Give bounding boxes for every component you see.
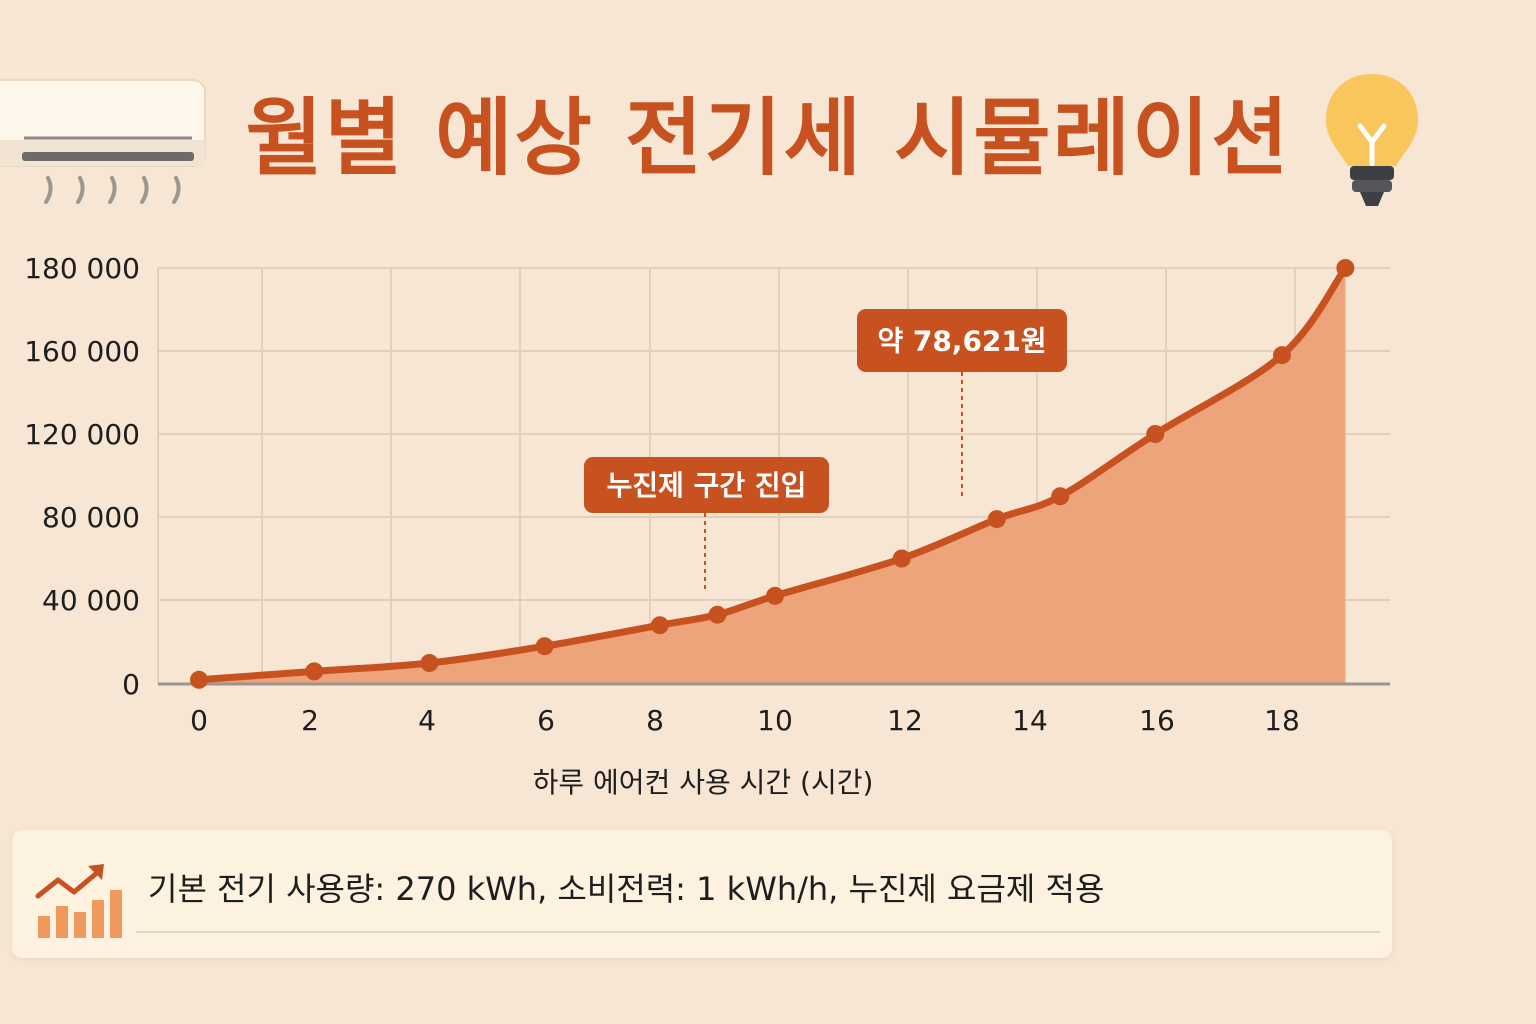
data-point bbox=[987, 510, 1006, 529]
x-axis-label: 하루 에어컨 사용 시간 (시간) bbox=[533, 766, 874, 799]
x-tick-label: 14 bbox=[1012, 704, 1048, 737]
data-point bbox=[892, 549, 911, 568]
info-text: 기본 전기 사용량: 270 kWh, 소비전력: 1 kWh/h, 누진제 요… bbox=[148, 870, 1105, 908]
x-tick-label: 0 bbox=[190, 704, 208, 737]
x-tick-label: 16 bbox=[1139, 704, 1175, 737]
growth-chart-icon bbox=[34, 860, 126, 944]
x-axis-ticks: 0 2 4 6 8 10 12 14 16 18 bbox=[190, 704, 1300, 737]
x-tick-label: 8 bbox=[646, 704, 664, 737]
y-tick-label: 80 000 bbox=[42, 501, 140, 534]
data-point bbox=[190, 670, 208, 689]
chart-area-fill bbox=[199, 268, 1346, 684]
info-panel: 기본 전기 사용량: 270 kWh, 소비전력: 1 kWh/h, 누진제 요… bbox=[12, 830, 1392, 958]
y-tick-label: 120 000 bbox=[24, 418, 140, 451]
data-point bbox=[1273, 346, 1291, 365]
page-title: 월별 예상 전기세 시뮬레이션 bbox=[245, 89, 1291, 187]
y-tick-label: 0 bbox=[122, 668, 140, 701]
y-tick-label: 160 000 bbox=[24, 335, 140, 368]
annotation-label: 누진제 구간 진입 bbox=[607, 469, 807, 502]
chart: 누진제 구간 진입 약 78,621원 0 40 000 80 000 120 000 1… bbox=[24, 252, 1390, 799]
data-point bbox=[1336, 259, 1355, 277]
chart-points bbox=[190, 259, 1355, 689]
y-tick-label: 180 000 bbox=[24, 252, 140, 285]
annotation-box bbox=[584, 457, 829, 513]
data-point bbox=[766, 586, 784, 605]
x-tick-label: 6 bbox=[537, 704, 555, 737]
air-conditioner-icon bbox=[0, 78, 210, 212]
y-axis-ticks: 0 40 000 80 000 120 000 160 000 180 000 bbox=[24, 252, 140, 701]
data-point bbox=[1051, 487, 1070, 506]
data-point bbox=[420, 654, 439, 672]
annotation-label: 약 78,621원 bbox=[877, 325, 1046, 358]
x-tick-label: 4 bbox=[418, 704, 436, 737]
data-point bbox=[708, 605, 727, 624]
data-point bbox=[650, 616, 669, 635]
annotation-box bbox=[857, 309, 1067, 372]
data-point bbox=[1146, 425, 1165, 443]
x-tick-label: 18 bbox=[1264, 704, 1300, 737]
x-tick-label: 2 bbox=[301, 704, 319, 737]
y-tick-label: 40 000 bbox=[42, 584, 140, 617]
chart-annotations: 누진제 구간 진입 약 78,621원 bbox=[584, 309, 1067, 590]
x-tick-label: 10 bbox=[757, 704, 793, 737]
divider bbox=[136, 931, 1380, 933]
data-point bbox=[535, 637, 554, 656]
data-point bbox=[305, 662, 324, 681]
light-bulb-icon bbox=[1322, 70, 1422, 219]
x-tick-label: 12 bbox=[887, 704, 923, 737]
